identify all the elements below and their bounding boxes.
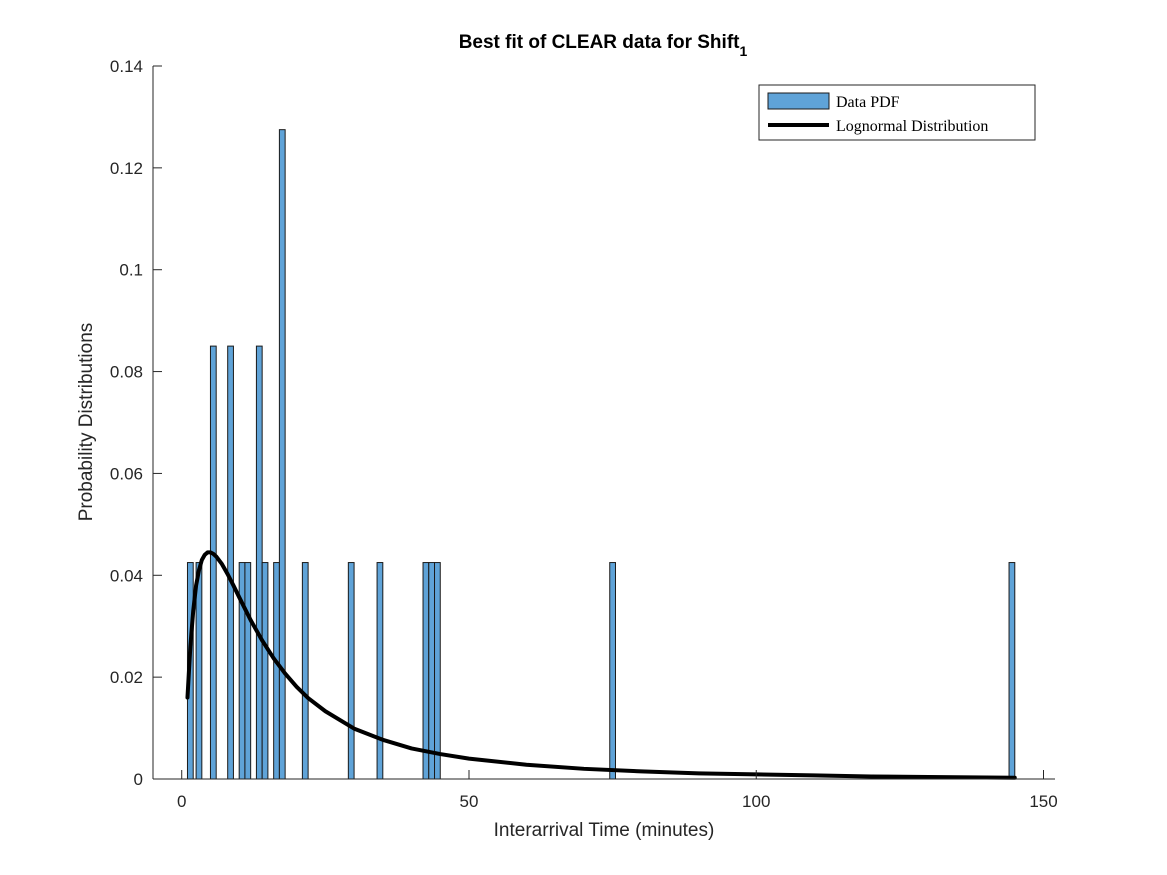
legend: Data PDF Lognormal Distribution <box>758 84 1036 141</box>
x-axis-label: Interarrival Time (minutes) <box>494 820 715 841</box>
histogram-bar <box>609 562 616 780</box>
histogram-bar <box>261 562 269 780</box>
x-tick-label: 150 <box>1029 792 1057 811</box>
y-tick-label: 0.06 <box>110 464 143 483</box>
y-tick-label: 0.04 <box>110 566 143 585</box>
bars-group <box>186 129 1016 780</box>
curve-group <box>185 550 1017 780</box>
y-tick-label: 0.12 <box>110 159 143 178</box>
axes-group <box>152 66 1055 780</box>
histogram-bar <box>278 129 286 780</box>
histogram-bar <box>301 562 309 780</box>
histogram-bar <box>273 562 280 780</box>
histogram-bar <box>434 562 441 780</box>
histogram-bar <box>422 562 430 780</box>
y-axis-label: Probability Distributions <box>76 323 97 522</box>
x-tick-label: 50 <box>460 792 479 811</box>
x-tick-label: 100 <box>742 792 770 811</box>
y-tick-label: 0.02 <box>110 668 143 687</box>
y-tick-label: 0.08 <box>110 363 143 382</box>
histogram-bar <box>376 562 384 780</box>
legend-label-lognormal: Lognormal Distribution <box>836 118 988 135</box>
histogram-bar <box>227 345 234 780</box>
legend-swatch-bar <box>767 92 830 110</box>
histogram-bar <box>428 562 436 780</box>
chart-title-main: Best fit of CLEAR data for Shift <box>459 32 740 53</box>
lognormal-curve <box>185 550 1017 780</box>
histogram-bar <box>244 562 252 780</box>
x-tick-label: 0 <box>177 792 186 811</box>
histogram-bar <box>255 345 263 780</box>
y-tick-label: 0.1 <box>119 261 143 280</box>
chart-title-subscript: 1 <box>739 43 747 59</box>
chart-title: Best fit of CLEAR data for Shift1 <box>459 32 748 59</box>
ticks-group: 0 50 100 150 0 0.02 0.04 0.06 0.08 0.1 0.12 0.14 <box>110 57 1058 811</box>
legend-label-data-pdf: Data PDF <box>836 94 900 111</box>
y-tick-label: 0 <box>134 770 143 789</box>
histogram-bar <box>209 345 217 780</box>
legend-box <box>758 84 1036 141</box>
histogram-bar <box>347 562 355 780</box>
histogram-bar <box>1008 562 1016 780</box>
y-tick-label: 0.14 <box>110 57 143 76</box>
